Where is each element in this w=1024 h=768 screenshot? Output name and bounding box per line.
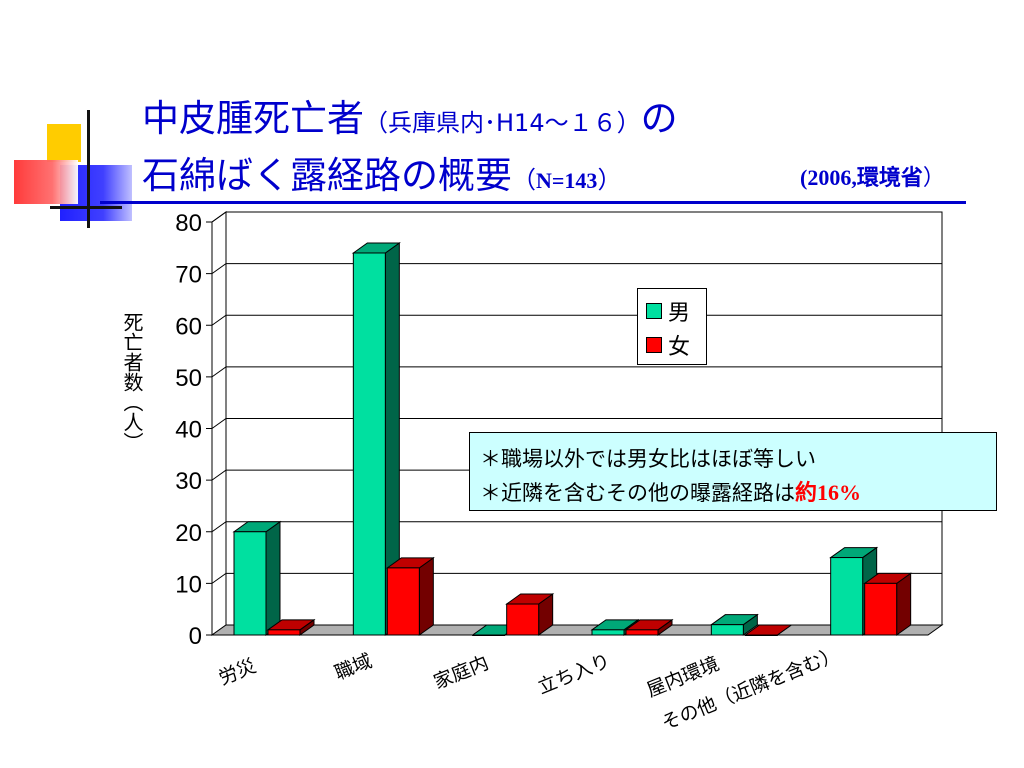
decor-red-square: [14, 160, 78, 204]
page-title-line2: 石綿ばく露経路の概要（N=143）: [142, 145, 621, 199]
y-tick-label: 60: [175, 313, 202, 340]
gridline: [211, 211, 942, 223]
x-tick-label: 労災: [216, 655, 259, 690]
y-tick-label: 80: [175, 210, 202, 237]
bar-male: [233, 531, 267, 636]
x-tick-label: その他（近隣を含む）: [659, 643, 843, 735]
bar-female: [267, 629, 301, 636]
title-main-2: 石綿ばく露経路の概要: [142, 154, 512, 197]
bar-male: [472, 634, 506, 636]
bar-female: [864, 582, 898, 636]
x-tick-label: 職域: [332, 650, 375, 685]
bar-male: [352, 252, 386, 636]
bar-male: [591, 629, 625, 636]
legend-swatch-male: [646, 303, 662, 319]
note-line-2: ＊近隣を含むその他の曝露経路は約16%: [480, 475, 861, 507]
title-tail: の: [640, 97, 678, 140]
page-title-line1: 中皮腫死亡者（兵庫県内･H14～１６）の: [142, 88, 678, 142]
note-line-2-text: ＊近隣を含むその他の曝露経路は: [480, 481, 795, 505]
bar-female: [506, 603, 540, 636]
chart-legend: 男 女: [637, 288, 707, 365]
y-tick-label: 40: [175, 417, 202, 444]
title-n-open: （: [512, 166, 536, 194]
legend-swatch-female: [646, 337, 662, 353]
y-tick-label: 30: [175, 468, 202, 495]
legend-item-male: 男: [646, 295, 690, 327]
note-line-1: ＊職場以外では男女比はほぼ等しい: [480, 447, 816, 471]
bar-male: [710, 624, 744, 636]
y-tick-label: 70: [175, 262, 202, 289]
title-subtitle-region: （兵庫県内･H14～１６）: [364, 109, 641, 137]
y-tick-label: 0: [189, 623, 202, 650]
note-highlight-prefix: 約: [795, 480, 818, 505]
y-tick-label: 50: [175, 365, 202, 392]
gridline: [211, 572, 942, 584]
title-n-close: ）: [597, 166, 622, 194]
y-axis-label: 死亡者数（人）: [120, 312, 144, 452]
source-year: (2006,: [800, 165, 857, 190]
bar-side: [418, 556, 434, 636]
bar-female: [625, 629, 659, 636]
title-source: (2006,環境省）: [800, 160, 945, 192]
legend-label-female: 女: [668, 335, 691, 360]
title-main-1: 中皮腫死亡者: [142, 97, 364, 140]
source-org: 環境省: [856, 165, 923, 190]
y-tick-label: 10: [175, 571, 202, 598]
title-underline: [100, 201, 966, 204]
bar-side: [265, 520, 281, 636]
bar-female: [744, 634, 778, 636]
gridline: [211, 418, 942, 429]
x-tick-label: 立ち入り: [535, 650, 614, 699]
decor-vertical-line: [87, 110, 90, 228]
gridline: [211, 263, 942, 275]
y-tick-label: 20: [175, 520, 202, 547]
x-tick-label: 家庭内: [431, 652, 492, 694]
legend-label-male: 男: [668, 301, 691, 326]
gridline: [211, 521, 942, 533]
bar-male: [830, 557, 864, 636]
decor-horizontal-line: [50, 206, 122, 209]
source-close: ）: [922, 166, 945, 191]
title-n-count: N=143: [536, 168, 598, 193]
decor-yellow-square: [47, 124, 81, 162]
legend-item-female: 女: [646, 329, 690, 361]
gridline: [211, 366, 942, 378]
note-box: ＊職場以外では男女比はほぼ等しい ＊近隣を含むその他の曝露経路は約16%: [469, 432, 997, 511]
note-highlight-value: 16%: [817, 480, 862, 505]
bar-female: [386, 567, 420, 636]
bar-side: [896, 572, 912, 636]
